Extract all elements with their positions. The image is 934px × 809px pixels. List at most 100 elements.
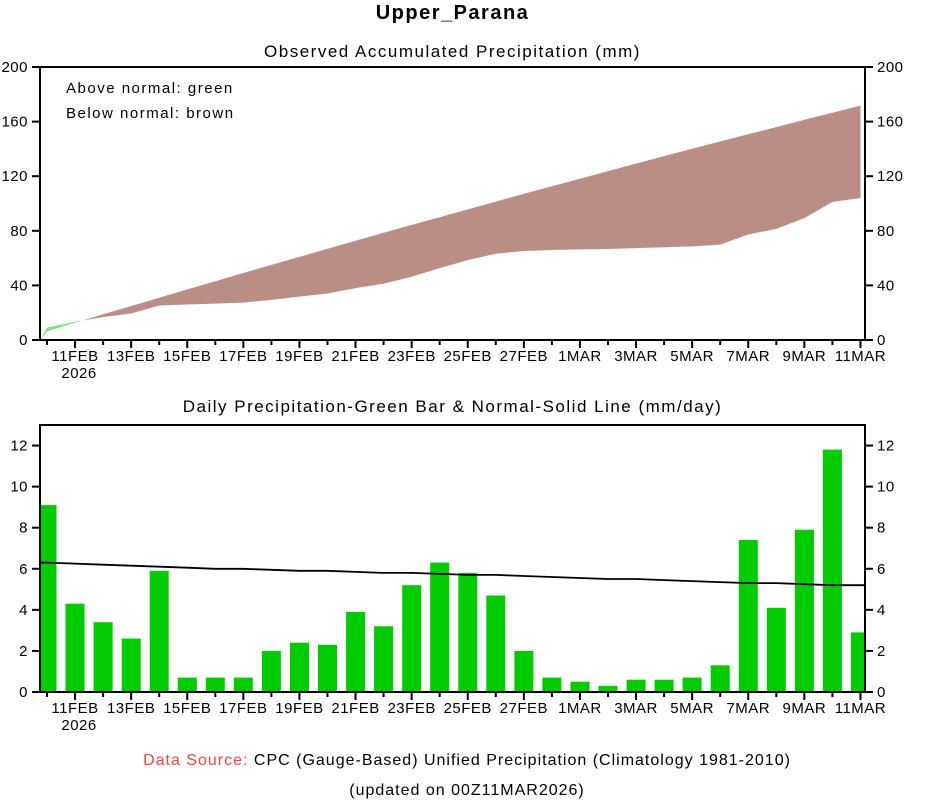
daily-ytick-label-left: 8 <box>19 520 28 537</box>
accum-plot-box <box>39 66 866 341</box>
daily-ytick-label-right: 4 <box>877 602 886 619</box>
page-title: Upper_Parana <box>375 2 530 24</box>
daily-ytick-label-left: 10 <box>10 479 28 496</box>
daily-bar <box>40 505 57 692</box>
daily-ytick-label-left: 2 <box>19 643 28 660</box>
daily-ytick-label-left: 6 <box>19 561 28 578</box>
daily-bar <box>261 650 281 692</box>
daily-bar <box>766 607 786 692</box>
below-normal-area <box>83 105 861 321</box>
daily-bar <box>149 570 169 692</box>
daily-xtick-label: 11FEB <box>51 700 98 717</box>
daily-bar <box>458 572 478 692</box>
accum-ytick-label-right: 200 <box>877 59 904 76</box>
daily-xtick-label: 21FEB <box>331 700 379 717</box>
accum-xtick-label: 11MAR <box>835 348 886 365</box>
accum-ytick-label-right: 80 <box>877 223 895 240</box>
daily-xtick-label: 13FEB <box>107 700 155 717</box>
daily-plot-box <box>39 424 866 693</box>
accumulated-chart-title: Observed Accumulated Precipitation (mm) <box>264 42 641 61</box>
daily-bar <box>542 677 562 692</box>
data-source-label: Data Source: <box>143 752 249 769</box>
accum-ytick-label-left: 80 <box>10 223 28 240</box>
daily-ytick-label-left: 12 <box>10 438 28 455</box>
daily-xtick-label: 3MAR <box>614 700 658 717</box>
data-source-text: CPC (Gauge-Based) Unified Precipitation … <box>253 752 791 769</box>
daily-bar <box>121 638 141 692</box>
accum-ytick-label-left: 40 <box>10 277 28 294</box>
accum-year-label: 2026 <box>61 365 96 382</box>
daily-bar <box>710 665 730 692</box>
daily-xtick-label: 27FEB <box>500 700 548 717</box>
daily-bar <box>626 679 646 692</box>
daily-bar <box>654 679 674 692</box>
daily-ytick-label-left: 0 <box>19 684 28 701</box>
daily-bar <box>65 603 85 692</box>
accum-xtick-label: 25FEB <box>444 348 492 365</box>
daily-year-label: 2026 <box>61 717 96 734</box>
daily-xtick-label: 9MAR <box>783 700 827 717</box>
accum-ytick-label-left: 120 <box>1 168 28 185</box>
accum-xtick-label: 19FEB <box>275 348 323 365</box>
daily-bar <box>794 529 814 692</box>
accum-ytick-label-right: 120 <box>877 168 904 185</box>
daily-bar <box>430 562 450 692</box>
daily-bar <box>486 595 506 692</box>
accum-ytick-label-right: 160 <box>877 114 904 131</box>
daily-bar <box>598 685 618 692</box>
accum-xtick-label: 1MAR <box>558 348 602 365</box>
daily-xtick-label: 11MAR <box>835 700 886 717</box>
accum-ytick-label-right: 40 <box>877 277 895 294</box>
daily-chart-title: Daily Precipitation-Green Bar & Normal-S… <box>182 397 723 416</box>
accum-xtick-label: 7MAR <box>726 348 770 365</box>
accumulated-chart-legend: Above normal: green Below normal: brown <box>66 76 235 126</box>
accum-xtick-label: 11FEB <box>51 348 98 365</box>
daily-ytick-label-left: 4 <box>19 602 28 619</box>
data-source-line: Data Source: CPC (Gauge-Based) Unified P… <box>0 752 934 770</box>
normal-line <box>40 561 865 587</box>
daily-bar <box>738 540 758 692</box>
accum-xtick-label: 13FEB <box>107 348 155 365</box>
daily-xtick-label: 19FEB <box>275 700 323 717</box>
daily-xtick-label: 25FEB <box>444 700 492 717</box>
accum-ytick-label-left: 160 <box>1 114 28 131</box>
accum-xtick-label: 27FEB <box>500 348 548 365</box>
accum-xtick-label: 9MAR <box>783 348 827 365</box>
daily-xtick-label: 1MAR <box>558 700 602 717</box>
daily-xtick-label: 5MAR <box>670 700 714 717</box>
daily-bar <box>514 650 534 692</box>
updated-line: (updated on 00Z11MAR2026) <box>349 782 585 799</box>
daily-bar <box>290 642 309 692</box>
daily-ytick-label-right: 8 <box>877 520 886 537</box>
accum-ytick-label-left: 0 <box>19 332 28 349</box>
accum-xtick-label: 5MAR <box>670 348 714 365</box>
legend-below-normal: Below normal: brown <box>66 105 235 122</box>
accum-xtick-label: 23FEB <box>387 348 435 365</box>
daily-bar <box>402 585 422 692</box>
daily-bar <box>205 677 225 692</box>
accum-xtick-label: 15FEB <box>163 348 211 365</box>
daily-bar <box>374 626 394 692</box>
daily-bar <box>346 611 366 692</box>
daily-ytick-label-right: 6 <box>877 561 886 578</box>
daily-xtick-label: 23FEB <box>387 700 435 717</box>
daily-bar <box>822 449 842 692</box>
daily-bar <box>318 644 337 692</box>
above-normal-area <box>40 320 84 340</box>
accum-ytick-label-left: 200 <box>1 59 28 76</box>
daily-bar <box>851 632 865 692</box>
daily-bar <box>682 677 702 692</box>
daily-ytick-label-right: 2 <box>877 643 886 660</box>
daily-ytick-label-right: 10 <box>877 479 895 496</box>
daily-xtick-label: 17FEB <box>219 700 267 717</box>
daily-bar <box>233 677 253 692</box>
daily-xtick-label: 7MAR <box>726 700 770 717</box>
accum-ytick-label-right: 0 <box>877 332 886 349</box>
daily-bar <box>570 681 590 692</box>
accum-xtick-label: 3MAR <box>614 348 658 365</box>
daily-ytick-label-right: 12 <box>877 438 895 455</box>
accum-xtick-label: 21FEB <box>331 348 379 365</box>
daily-bar <box>177 677 197 692</box>
